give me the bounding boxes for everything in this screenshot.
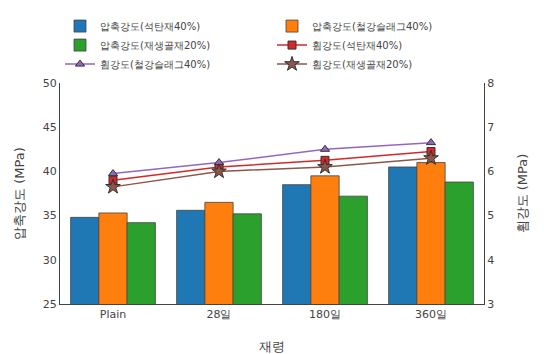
svg-text:압축강도(재생골재20%): 압축강도(재생골재20%) — [100, 40, 210, 51]
svg-text:8: 8 — [487, 77, 494, 90]
svg-text:25: 25 — [43, 298, 57, 311]
svg-text:360일: 360일 — [415, 308, 447, 321]
svg-text:5: 5 — [487, 209, 494, 222]
svg-text:휨강도(재생골재20%): 휨강도(재생골재20%) — [312, 59, 412, 70]
svg-text:45: 45 — [43, 121, 57, 134]
svg-text:7: 7 — [487, 121, 494, 134]
svg-text:40: 40 — [43, 165, 57, 178]
svg-text:압축강도 (MPa): 압축강도 (MPa) — [12, 147, 27, 240]
svg-text:6: 6 — [487, 165, 494, 178]
svg-text:휨강도(석탄재40%): 휨강도(석탄재40%) — [312, 40, 402, 51]
svg-text:Plain: Plain — [100, 308, 126, 321]
svg-text:3: 3 — [487, 298, 494, 311]
svg-text:4: 4 — [487, 254, 494, 267]
svg-text:압축강도(철강슬래그40%): 압축강도(철강슬래그40%) — [312, 21, 432, 32]
svg-text:180일: 180일 — [309, 308, 341, 321]
svg-text:휨강도(철강슬래그40%): 휨강도(철강슬래그40%) — [100, 59, 210, 70]
svg-text:28일: 28일 — [207, 308, 232, 321]
svg-text:35: 35 — [43, 209, 57, 222]
svg-text:재령: 재령 — [259, 339, 285, 354]
svg-text:50: 50 — [43, 77, 57, 90]
svg-text:압축강도(석탄재40%): 압축강도(석탄재40%) — [100, 21, 200, 32]
svg-text:휨강도 (MPa): 휨강도 (MPa) — [515, 154, 530, 234]
svg-text:30: 30 — [43, 254, 57, 267]
